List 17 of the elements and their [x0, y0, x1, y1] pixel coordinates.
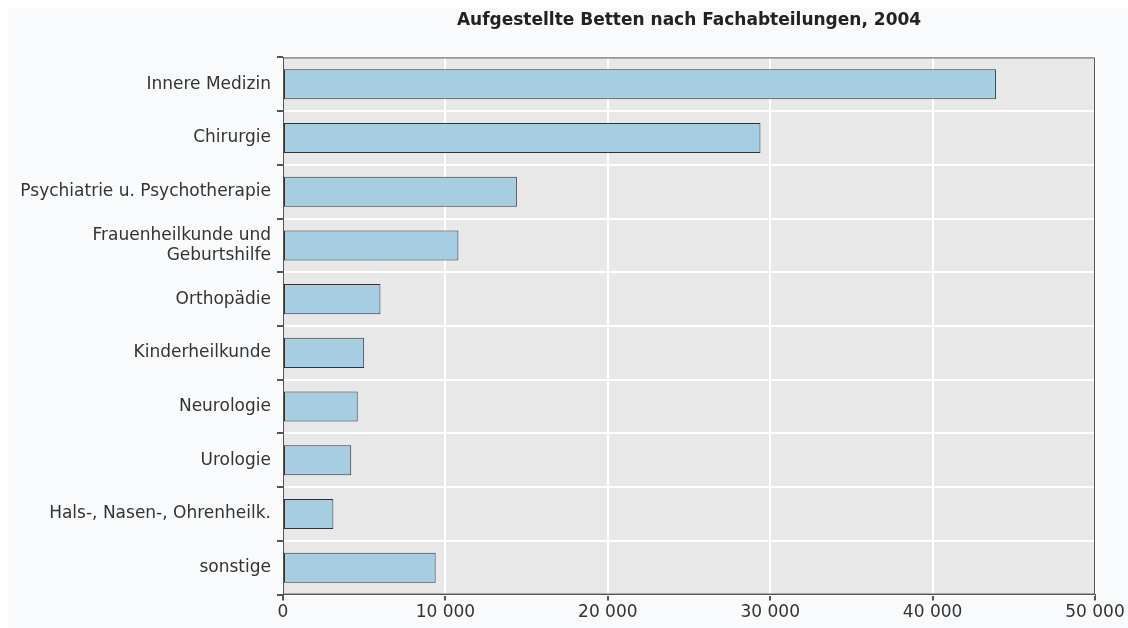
x-tick-label: 40 000 [902, 601, 963, 622]
x-tick-label: 20 000 [578, 601, 638, 622]
y-tick-label: Innere Medizin [146, 72, 271, 93]
y-tick-label: Kinderheilkunde [133, 341, 271, 362]
y-tick-label: Chirurgie [193, 126, 271, 147]
x-tick-label: 50 000 [1065, 601, 1125, 622]
x-tick-label: 10 000 [415, 601, 476, 622]
y-tick-label: Orthopädie [175, 287, 271, 308]
y-tick-label: Frauenheilkunde und Geburtshilfe [92, 223, 271, 265]
x-tick-label: 0 [277, 601, 289, 622]
chart-title: Aufgestellte Betten nach Fachabteilungen, 2004 [456, 8, 922, 29]
y-tick-label: sonstige [199, 556, 271, 577]
y-tick-label: Neurologie [178, 395, 271, 415]
y-tick-label: Hals-, Nasen-, Ohrenheilk. [49, 502, 271, 523]
y-tick-label: Psychiatrie u. Psychotherapie [20, 180, 271, 201]
x-tick-label: 30 000 [740, 601, 800, 622]
y-tick-label: Urologie [200, 448, 271, 469]
